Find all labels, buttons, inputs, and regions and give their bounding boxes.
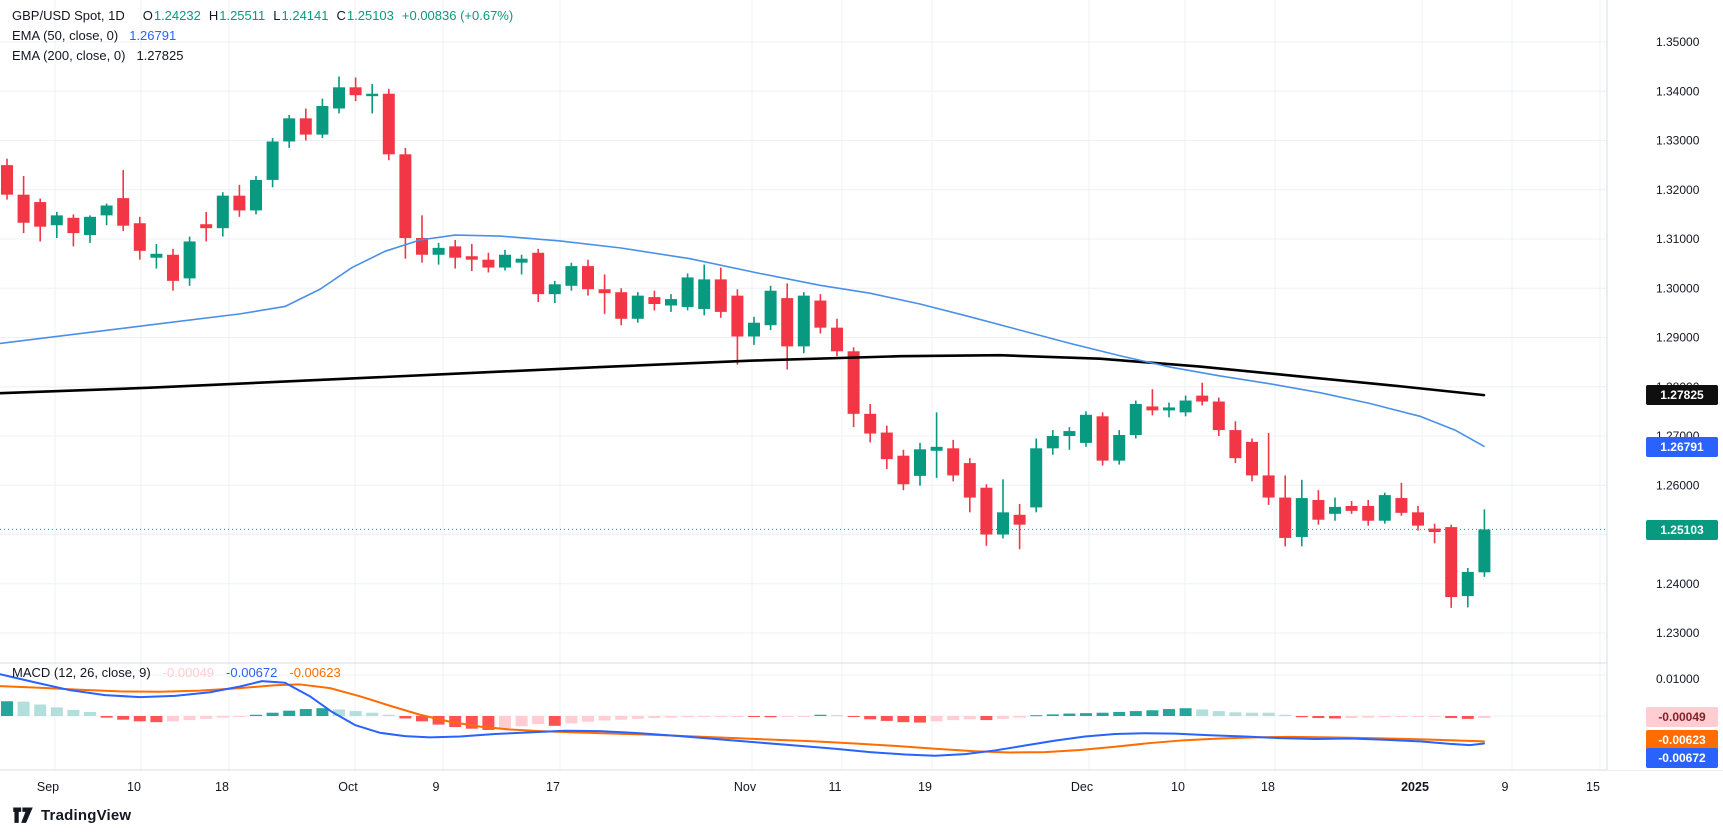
svg-text:1.30000: 1.30000 xyxy=(1656,281,1700,295)
svg-text:1.27825: 1.27825 xyxy=(1660,388,1704,402)
svg-text:1.26791: 1.26791 xyxy=(1660,440,1704,454)
svg-text:10: 10 xyxy=(1171,780,1185,794)
macd-line-badge: -0.00672 xyxy=(1646,748,1718,768)
macd-signal-line xyxy=(0,683,1485,754)
macd-signal-value: -0.00623 xyxy=(289,665,341,680)
low-value: 1.24141 xyxy=(281,8,329,23)
svg-text:1.35000: 1.35000 xyxy=(1656,35,1700,49)
symbol-legend-row[interactable]: GBP/USD Spot, 1D O1.24232 H1.25511 L1.24141… xyxy=(12,6,513,26)
svg-text:18: 18 xyxy=(1261,780,1275,794)
main-legend: GBP/USD Spot, 1D O1.24232 H1.25511 L1.24141… xyxy=(12,6,513,66)
macd-hist-value: -0.00049 xyxy=(162,665,215,680)
macd-line-value: -0.00672 xyxy=(226,665,278,680)
tradingview-logo-icon xyxy=(13,807,33,823)
ema50-legend-row[interactable]: EMA (50, close, 0) 1.26791 xyxy=(12,26,513,46)
svg-text:9: 9 xyxy=(433,780,440,794)
svg-text:1.26000: 1.26000 xyxy=(1656,478,1700,492)
svg-text:19: 19 xyxy=(918,780,932,794)
low-label: L xyxy=(273,8,281,23)
tradingview-logo[interactable]: TradingView xyxy=(12,806,131,825)
symbol-title: GBP/USD Spot, 1D xyxy=(12,8,125,23)
candles-layer xyxy=(1,76,1491,608)
close-value: 1.25103 xyxy=(346,8,394,23)
macd-line xyxy=(0,673,1485,757)
high-label: H xyxy=(208,8,219,23)
svg-text:9: 9 xyxy=(1502,780,1509,794)
macd-signal-badge: -0.00623 xyxy=(1646,730,1718,750)
svg-text:1.29000: 1.29000 xyxy=(1656,331,1700,345)
open-value: 1.24232 xyxy=(153,8,201,23)
ema50-value: 1.26791 xyxy=(129,28,177,43)
ema50-label: EMA (50, close, 0) xyxy=(12,28,119,43)
time-axis[interactable]: Sep 10 18 Oct 9 17 Nov 11 19 Dec 10 18 2025 9 15 xyxy=(0,771,1723,835)
svg-text:10: 10 xyxy=(127,780,141,794)
open-label: O xyxy=(142,8,153,23)
pane-separators xyxy=(0,662,1723,771)
close-label: C xyxy=(336,8,346,23)
ema200-label: EMA (200, close, 0) xyxy=(12,48,126,63)
svg-text:1.33000: 1.33000 xyxy=(1656,134,1700,148)
svg-text:11: 11 xyxy=(829,780,842,794)
ema50-value-badge: 1.26791 xyxy=(1646,437,1718,457)
svg-text:Dec: Dec xyxy=(1071,780,1093,794)
svg-text:Sep: Sep xyxy=(37,780,59,794)
svg-text:17: 17 xyxy=(546,780,560,794)
svg-text:-0.00623: -0.00623 xyxy=(1658,733,1706,747)
svg-text:1.24000: 1.24000 xyxy=(1656,577,1700,591)
tradingview-wordmark: TradingView xyxy=(41,807,132,824)
svg-text:-0.00049: -0.00049 xyxy=(1658,710,1706,724)
svg-text:-0.00672: -0.00672 xyxy=(1658,751,1706,765)
grid-lines xyxy=(0,0,1607,770)
svg-text:18: 18 xyxy=(215,780,229,794)
svg-text:1.25103: 1.25103 xyxy=(1660,523,1704,537)
svg-text:1.32000: 1.32000 xyxy=(1656,183,1700,197)
last-price-badge: 1.25103 xyxy=(1646,520,1718,540)
svg-text:1.23000: 1.23000 xyxy=(1656,626,1700,640)
high-value: 1.25511 xyxy=(219,8,266,23)
svg-text:Nov: Nov xyxy=(734,780,757,794)
svg-text:1.31000: 1.31000 xyxy=(1656,232,1700,246)
change-value: +0.00836 (+0.67%) xyxy=(401,8,514,23)
ema200-legend-row[interactable]: EMA (200, close, 0) 1.27825 xyxy=(12,46,513,66)
ema200-line xyxy=(0,353,1486,397)
svg-text:Oct: Oct xyxy=(338,780,358,794)
svg-text:0.01000: 0.01000 xyxy=(1656,672,1700,686)
svg-text:1.34000: 1.34000 xyxy=(1656,84,1700,98)
ema200-value-badge: 1.27825 xyxy=(1646,385,1718,405)
svg-text:2025: 2025 xyxy=(1401,780,1429,794)
macd-legend-row[interactable]: MACD (12, 26, close, 9) -0.00049 -0.00672-… xyxy=(12,664,341,682)
macd-label: MACD (12, 26, close, 9) xyxy=(12,665,151,680)
macd-hist-badge: -0.00049 xyxy=(1646,707,1718,727)
ema50-line xyxy=(0,234,1485,448)
svg-text:15: 15 xyxy=(1586,780,1600,794)
ema200-value: 1.27825 xyxy=(136,48,184,63)
